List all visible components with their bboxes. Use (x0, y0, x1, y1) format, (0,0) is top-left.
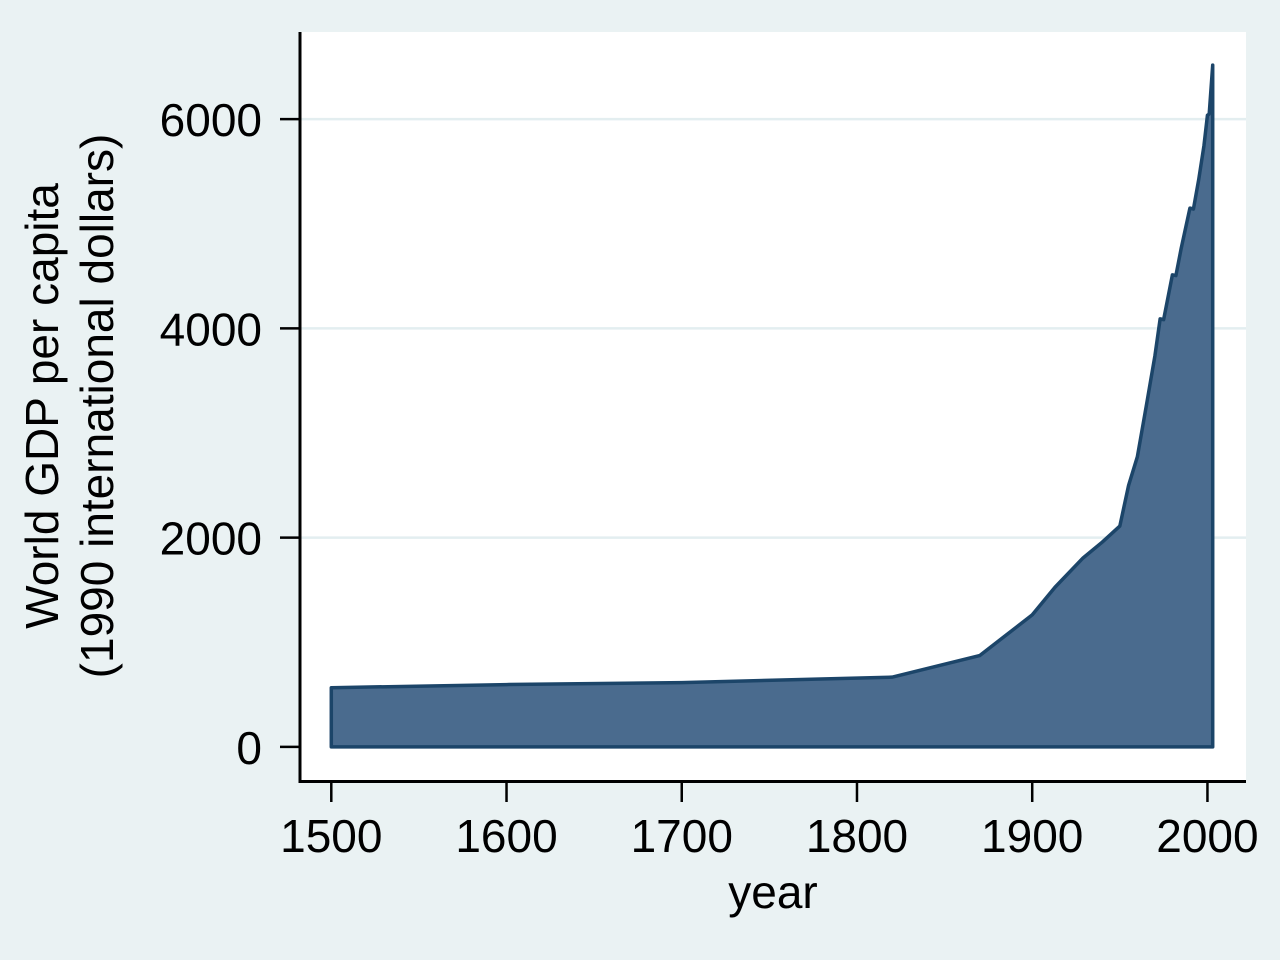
y-axis-title-line2: (1990 international dollars) (71, 134, 123, 679)
y-tick-label: 4000 (160, 303, 262, 355)
y-tick-label: 6000 (160, 94, 262, 146)
y-axis-title-line1: World GDP per capita (16, 183, 68, 629)
x-axis-ticks (330, 781, 1209, 802)
y-tick-label: 2000 (160, 513, 262, 565)
x-tick-label: 1700 (631, 810, 733, 862)
x-tick-label: 1600 (455, 810, 557, 862)
x-tick-label: 1900 (981, 810, 1083, 862)
x-tick-label: 2000 (1156, 810, 1258, 862)
x-axis-tick-labels: 1500 1600 1700 1800 1900 2000 (280, 810, 1259, 862)
y-axis-tick-labels: 0 2000 4000 6000 (160, 94, 262, 774)
y-axis-ticks (280, 117, 300, 749)
x-axis-title: year (728, 866, 817, 918)
gdp-per-capita-area-series (329, 63, 1215, 749)
y-gridlines (301, 117, 1246, 539)
x-tick-label: 1800 (806, 810, 908, 862)
x-tick-label: 1500 (280, 810, 382, 862)
y-tick-label: 0 (236, 722, 262, 774)
